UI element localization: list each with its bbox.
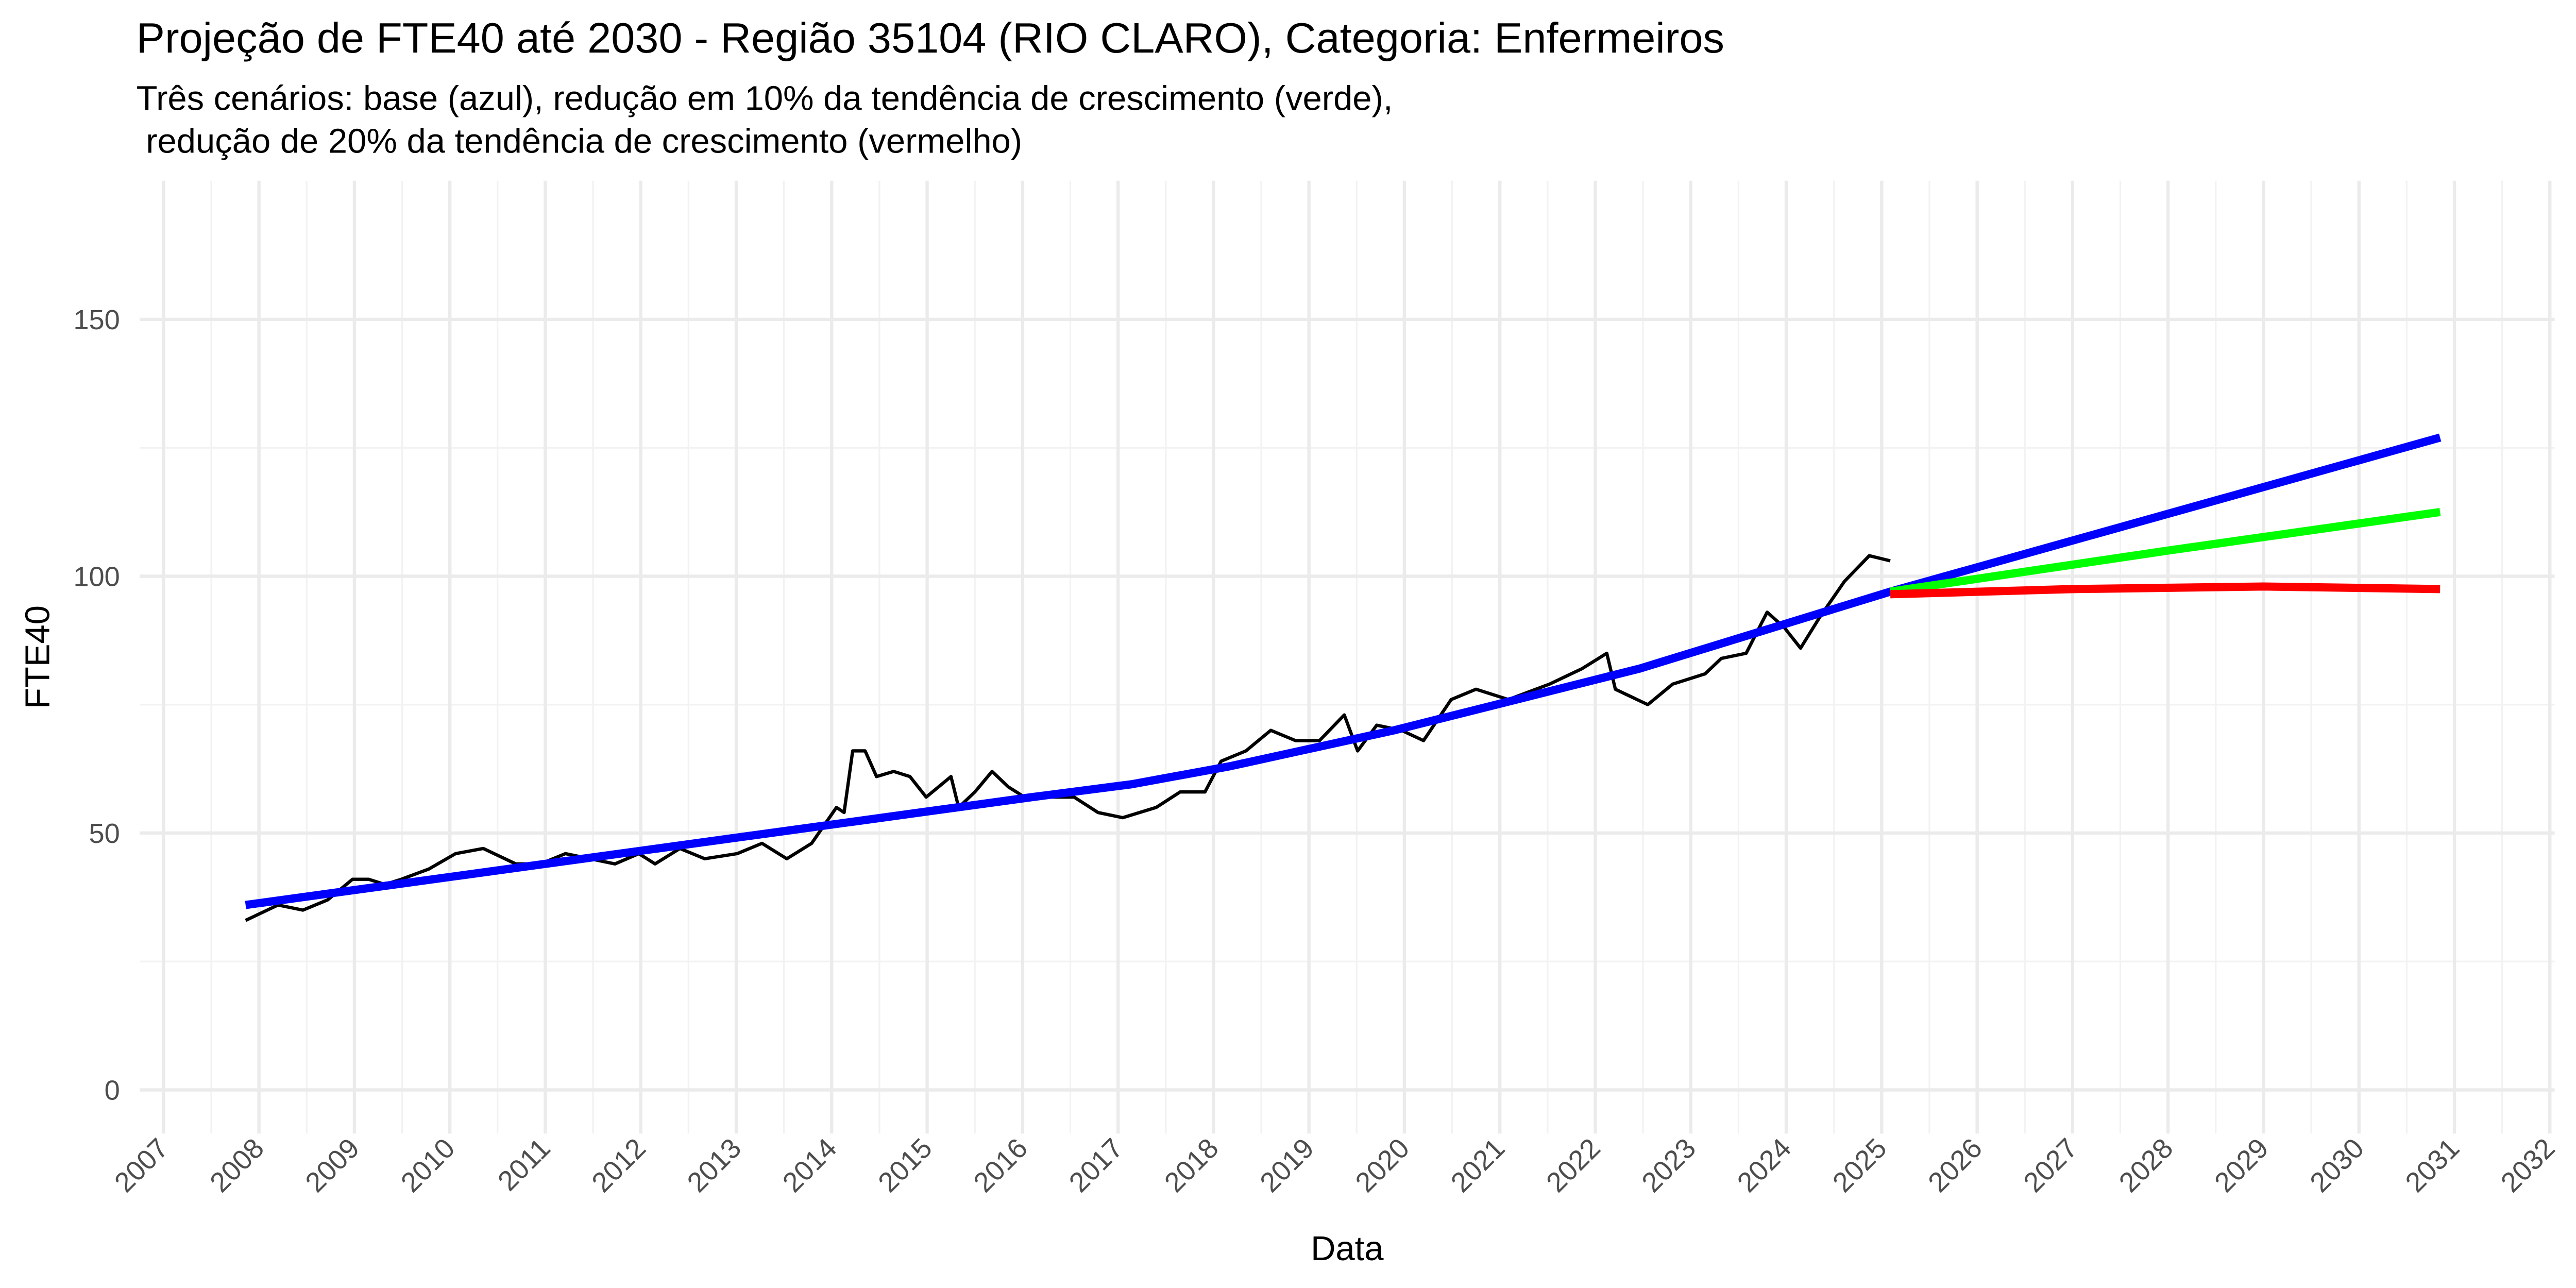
- x-tick-label: 2011: [492, 1132, 556, 1197]
- x-tick-label: 2029: [2209, 1132, 2275, 1198]
- chart-subtitle: Três cenários: base (azul), redução em 1…: [137, 79, 1393, 118]
- x-tick-label: 2023: [1636, 1132, 1702, 1198]
- x-tick-label: 2026: [1922, 1132, 1988, 1198]
- y-tick-label: 150: [73, 304, 120, 335]
- x-tick-label: 2032: [2495, 1132, 2561, 1198]
- series-line: [245, 433, 2442, 909]
- x-tick-label: 2014: [777, 1132, 843, 1198]
- y-tick-label: 0: [105, 1075, 120, 1106]
- x-tick-label: 2007: [109, 1132, 175, 1198]
- x-tick-label: 2013: [682, 1132, 748, 1198]
- x-tick-label: 2024: [1732, 1132, 1798, 1198]
- chart-title: Projeção de FTE40 até 2030 - Região 3510…: [137, 14, 1724, 62]
- x-tick-label: 2016: [968, 1132, 1033, 1198]
- x-tick-label: 2020: [1350, 1132, 1416, 1198]
- y-tick-label: 50: [89, 818, 120, 849]
- x-tick-label: 2022: [1540, 1132, 1606, 1198]
- x-tick-label: 2010: [395, 1132, 461, 1198]
- x-tick-label: 2018: [1159, 1132, 1225, 1198]
- x-tick-label: 2028: [2113, 1132, 2179, 1198]
- x-tick-label: 2008: [204, 1132, 270, 1198]
- x-tick-label: 2019: [1254, 1132, 1320, 1198]
- series-line: [1890, 582, 2441, 599]
- x-tick-label: 2025: [1827, 1132, 1893, 1198]
- x-axis-title: Data: [1311, 1229, 1384, 1268]
- chart-subtitle: redução de 20% da tendência de crescimen…: [137, 122, 1022, 161]
- x-tick-label: 2031: [2400, 1132, 2466, 1198]
- x-tick-label: 2009: [299, 1132, 365, 1198]
- x-tick-label: 2021: [1445, 1132, 1511, 1198]
- x-tick-label: 2015: [872, 1132, 938, 1198]
- series-line: [1889, 507, 2441, 596]
- x-tick-label: 2027: [2018, 1132, 2083, 1198]
- y-axis-title: FTE40: [19, 605, 57, 709]
- y-tick-label: 100: [73, 562, 120, 592]
- x-tick-label: 2012: [586, 1132, 652, 1198]
- x-tick-label: 2017: [1063, 1132, 1129, 1198]
- x-tick-label: 2030: [2304, 1132, 2370, 1198]
